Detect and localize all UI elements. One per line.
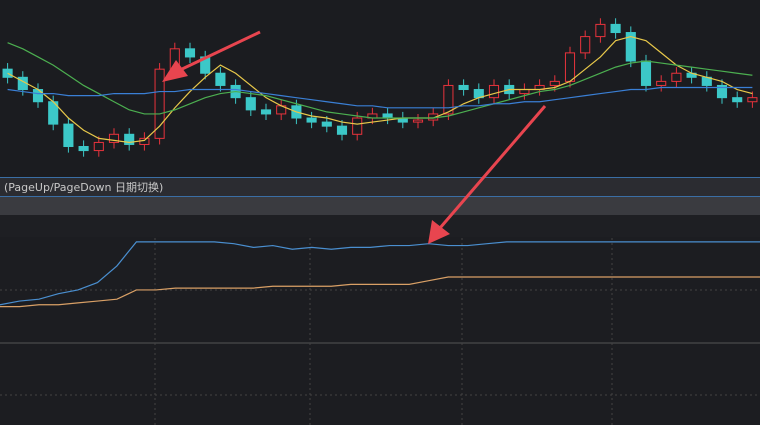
grid [0, 238, 760, 425]
candle-body [747, 97, 758, 103]
arrow-head [162, 60, 188, 82]
hint-text: (PageUp/PageDown 日期切换) [4, 180, 163, 194]
line-series [0, 241, 760, 306]
arrow-shaft [179, 30, 261, 72]
candle-body [625, 32, 636, 62]
candle-body [716, 84, 728, 99]
candle-body [78, 146, 89, 152]
line-series [7, 35, 753, 144]
line-series [7, 42, 753, 119]
candle-body [260, 109, 272, 115]
candle-body [564, 52, 576, 82]
indicator-chart [0, 241, 760, 308]
candle-body [382, 113, 393, 119]
candle-body [154, 68, 165, 139]
hint-bar [0, 178, 760, 196]
line-series [7, 86, 753, 109]
candle-body [124, 133, 135, 145]
toolbar [0, 197, 760, 215]
indicator-panel [0, 238, 760, 425]
price-panel [0, 0, 760, 177]
candle-body [412, 119, 424, 123]
candle-body [580, 36, 591, 54]
spacer [0, 215, 760, 237]
candle-body [595, 23, 606, 38]
candle-body [610, 23, 621, 34]
candle-body [732, 97, 743, 103]
candle-body [215, 72, 226, 86]
arrow-head [428, 220, 450, 244]
candle-body [488, 84, 500, 99]
price-chart [2, 18, 758, 157]
candle-body [656, 80, 667, 86]
candle-body [306, 117, 317, 123]
arrow-shaft [438, 105, 547, 229]
candle-body [458, 84, 469, 91]
candle-body [443, 84, 454, 115]
candle-body [352, 117, 363, 135]
candle-body [640, 60, 652, 86]
candle-body [184, 48, 196, 58]
candle-body [549, 80, 560, 86]
candle-body [671, 72, 682, 82]
candle-body [93, 141, 104, 152]
candle-body [519, 89, 530, 95]
candle-body [108, 133, 120, 143]
annotation-arrows [162, 30, 547, 244]
candle-body [245, 97, 256, 111]
line-series [0, 276, 760, 308]
candle-body [336, 125, 348, 135]
candle-body [321, 121, 332, 127]
candle-body [63, 123, 74, 148]
